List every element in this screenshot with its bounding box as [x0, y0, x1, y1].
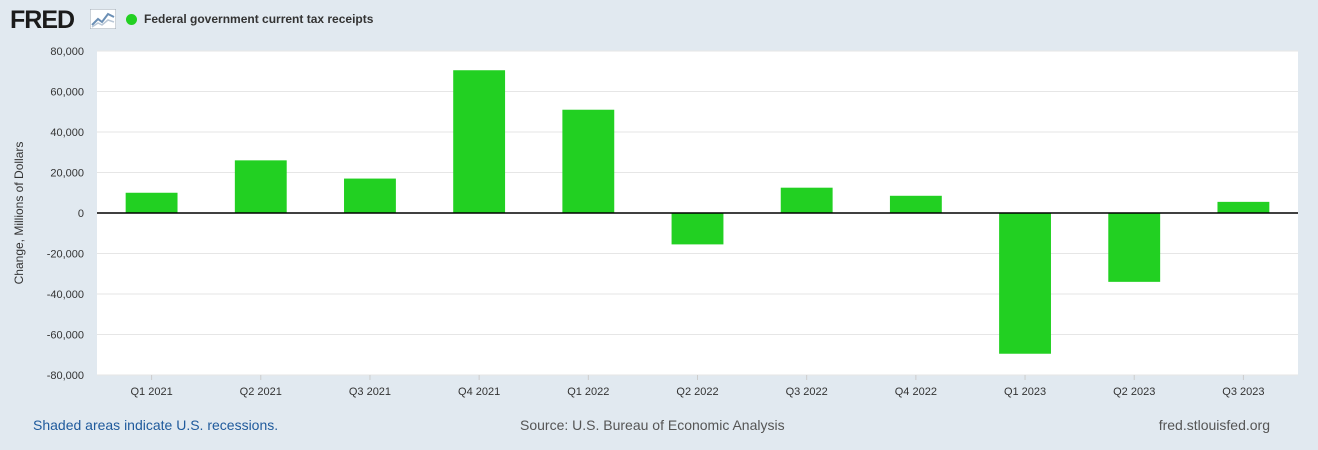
- fred-logo[interactable]: FRED: [10, 6, 75, 34]
- x-tick-label: Q2 2023: [1113, 386, 1155, 398]
- y-tick-label: -60,000: [47, 330, 84, 342]
- bar[interactable]: [671, 213, 724, 245]
- x-tick-label: Q1 2023: [1004, 386, 1046, 398]
- x-tick-label: Q2 2021: [240, 386, 282, 398]
- x-tick-label: Q3 2023: [1222, 386, 1264, 398]
- y-tick-label: 60,000: [50, 87, 84, 99]
- x-tick-label: Q3 2022: [786, 386, 828, 398]
- bar[interactable]: [344, 178, 396, 213]
- y-tick-label: -20,000: [47, 249, 84, 261]
- y-tick-label: -80,000: [47, 370, 84, 382]
- x-axis-ticks: Q1 2021 Q2 2021 Q3 2021 Q4 2021 Q1 2022 Q2 20…: [130, 375, 1265, 398]
- y-axis-label: Change, Millions of Dollars: [12, 142, 26, 285]
- legend-marker: [126, 13, 137, 25]
- x-tick-label: Q4 2022: [895, 386, 937, 398]
- site-link[interactable]: fred.stlouisfed.org: [1158, 417, 1270, 433]
- y-tick-label: 80,000: [50, 46, 84, 58]
- bars: [125, 70, 1270, 354]
- fred-logo-graph-icon: [90, 9, 116, 29]
- chart-footer: Shaded areas indicate U.S. recessions. S…: [0, 412, 1318, 442]
- bar[interactable]: [889, 195, 942, 213]
- bar[interactable]: [125, 192, 178, 213]
- y-tick-label: 0: [78, 208, 84, 220]
- source-text: Source: U.S. Bureau of Economic Analysis: [520, 417, 785, 433]
- x-tick-label: Q3 2021: [349, 386, 391, 398]
- y-tick-label: 20,000: [50, 168, 84, 180]
- y-axis-ticks: 80,000 60,000 40,000 20,000 0 -20,000 -40,000 -…: [47, 46, 84, 382]
- bar[interactable]: [999, 213, 1051, 354]
- chart-header: FRED Federal government current tax rece…: [0, 0, 1318, 42]
- bar[interactable]: [1217, 201, 1270, 213]
- recessions-note-link[interactable]: Shaded areas indicate U.S. recessions.: [33, 417, 279, 433]
- gridlines: [97, 50, 1298, 376]
- bar[interactable]: [453, 70, 506, 213]
- legend-series-label: Federal government current tax receipts: [144, 12, 374, 26]
- bar[interactable]: [234, 160, 287, 213]
- legend[interactable]: Federal government current tax receipts: [126, 12, 373, 26]
- y-tick-label: -40,000: [47, 289, 84, 301]
- bar-chart: 80,000 60,000 40,000 20,000 0 -20,000 -40,000 -…: [12, 46, 1298, 398]
- x-tick-label: Q4 2021: [458, 386, 500, 398]
- x-tick-label: Q2 2022: [676, 386, 718, 398]
- y-tick-label: 40,000: [50, 127, 84, 139]
- bar[interactable]: [562, 109, 615, 213]
- bar[interactable]: [780, 187, 833, 213]
- bar[interactable]: [1108, 213, 1161, 282]
- x-tick-label: Q1 2021: [130, 386, 172, 398]
- x-tick-label: Q1 2022: [567, 386, 609, 398]
